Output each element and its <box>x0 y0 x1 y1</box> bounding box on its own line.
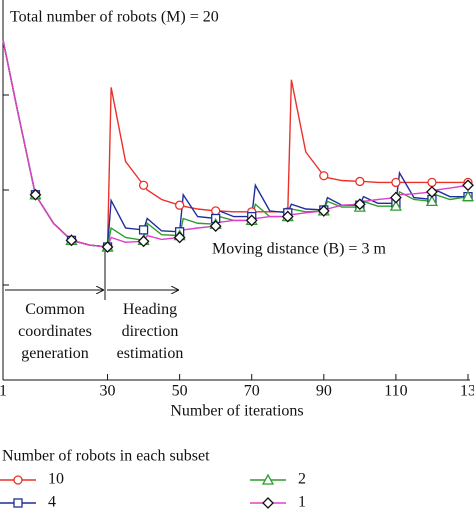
legend-marker <box>13 475 23 485</box>
legend-marker <box>261 473 275 485</box>
marker <box>353 198 366 211</box>
annotation: Total number of robots (M) = 20 <box>10 9 219 26</box>
legend-label: 1 <box>298 494 306 511</box>
line <box>2 39 468 248</box>
marker <box>319 171 329 181</box>
marker <box>137 235 150 248</box>
x-axis-label: Number of iterations <box>170 403 303 420</box>
annotation: Common coordinates generation <box>18 301 92 362</box>
marker <box>211 206 221 216</box>
legend-label: 2 <box>298 471 306 488</box>
marker <box>174 200 185 210</box>
x-tick-label: 50 <box>172 383 188 400</box>
marker <box>462 179 474 192</box>
marker <box>317 204 330 217</box>
x-tick-label: 90 <box>316 383 332 400</box>
x-tick-label: 30 <box>100 383 116 400</box>
x-tick-label: 70 <box>244 383 260 400</box>
legend-marker <box>13 498 23 508</box>
marker <box>281 210 294 223</box>
legend-label: 4 <box>48 494 56 511</box>
x-tick-label: 13 <box>460 383 474 400</box>
marker <box>138 225 149 235</box>
marker <box>391 177 401 188</box>
marker <box>425 195 439 207</box>
x-tick-label: 110 <box>384 383 407 400</box>
annotation: Heading direction estimation <box>117 301 184 362</box>
marker <box>101 241 114 253</box>
legend-title: Number of robots in each subset <box>2 448 210 465</box>
marker <box>426 185 438 198</box>
legend-marker <box>262 497 274 509</box>
marker <box>173 231 186 244</box>
annotation: Moving distance (B) = 3 m <box>212 241 386 258</box>
marker <box>29 188 42 201</box>
marker <box>427 177 437 188</box>
marker <box>245 214 258 227</box>
marker <box>461 190 474 202</box>
legend-label: 10 <box>48 471 64 488</box>
marker <box>209 220 222 233</box>
marker <box>389 191 402 204</box>
marker <box>389 199 403 211</box>
x-tick-label: 1 <box>0 383 7 400</box>
marker <box>138 180 149 190</box>
marker <box>355 176 365 187</box>
marker <box>65 234 78 247</box>
